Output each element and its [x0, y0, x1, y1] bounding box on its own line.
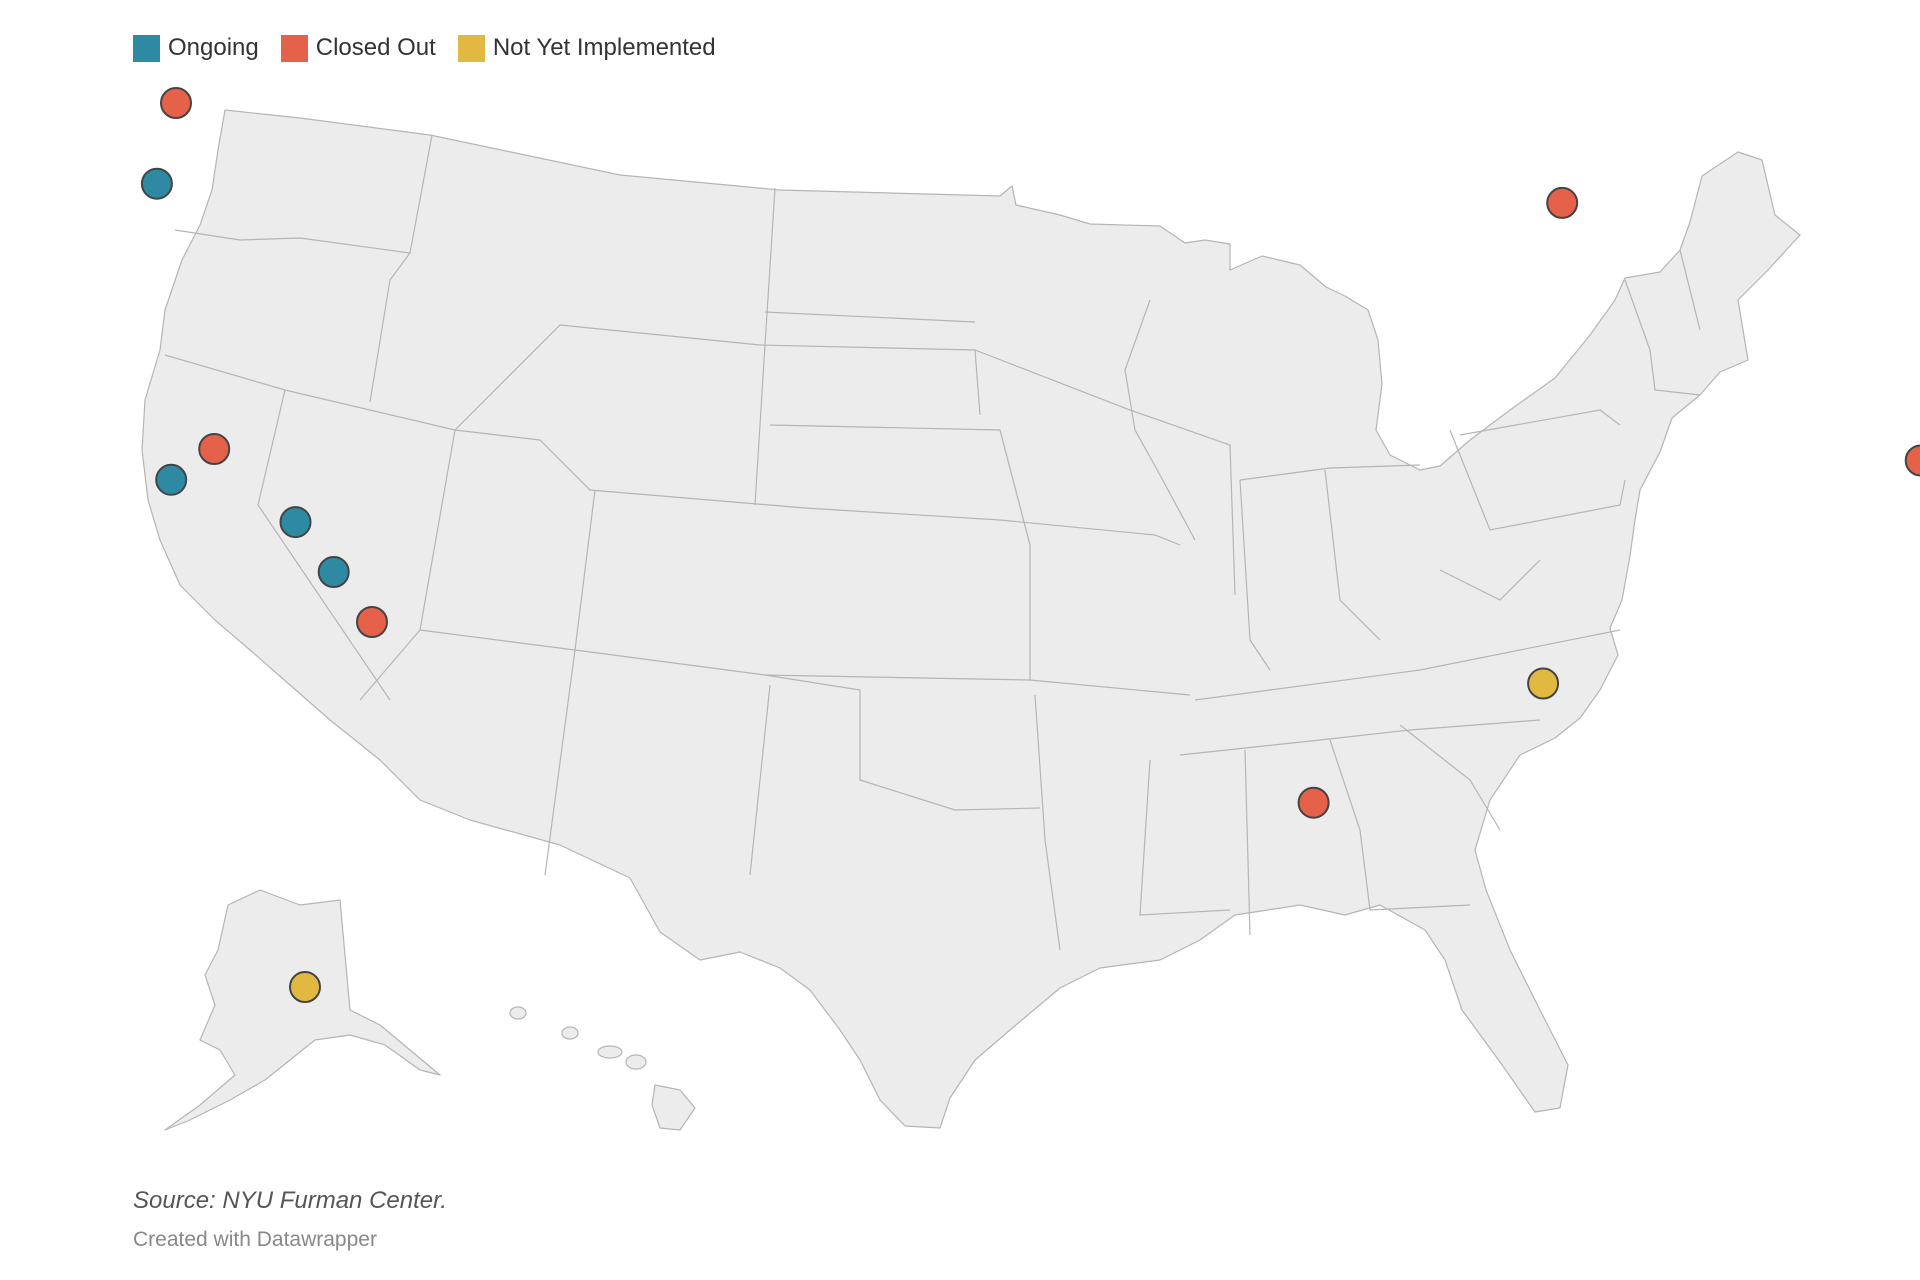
border-nd-sd: [764, 311, 976, 323]
legend-item-closed-out[interactable]: Closed Out: [280, 34, 436, 62]
map-land: [141, 109, 1801, 1131]
border-az-nm: [749, 684, 771, 876]
border-al-ga: [1329, 739, 1471, 911]
border-wa-or: [174, 229, 411, 254]
border-ms-al: [1244, 749, 1251, 936]
border-ky-tn: [1194, 629, 1621, 701]
map-marker-portland-or[interactable]: [140, 167, 173, 200]
border-vt-nh: [1679, 249, 1701, 331]
source-note: Source: NYU Furman Center.: [133, 1187, 447, 1214]
map-marker-minneapolis-mn[interactable]: [1546, 186, 1579, 219]
legend-label-not-yet-implemented: Not Yet Implemented: [492, 34, 716, 61]
hawaii-molokai: [597, 1045, 623, 1059]
border-ar-la: [1034, 694, 1061, 951]
contiguous-us-landmass: [141, 109, 1801, 1129]
border-ms: [1139, 759, 1231, 916]
border-ny-pa: [1459, 409, 1621, 436]
map-marker-shreveport-la[interactable]: [1527, 667, 1560, 700]
border-ne-ks: [769, 424, 1031, 680]
border-ca-nv: [257, 389, 391, 701]
border-tn-south: [1179, 719, 1541, 756]
map-marker-seattle-wa[interactable]: [160, 87, 192, 119]
border-wi-il: [1124, 299, 1196, 541]
legend-swatch-closed-out: [280, 34, 308, 62]
hawaii-oahu: [561, 1026, 579, 1040]
us-map-svg: [140, 87, 1920, 1131]
map-marker-los-angeles-ca[interactable]: [356, 606, 388, 638]
map-marker-fresno-ca[interactable]: [279, 506, 312, 539]
border-new-england: [1624, 279, 1701, 396]
us-map: [140, 87, 1920, 1131]
legend-label-ongoing: Ongoing: [168, 34, 259, 61]
border-ia-mo: [999, 519, 1181, 546]
map-marker-bakersfield-ca[interactable]: [317, 556, 350, 588]
map-marker-sacramento-ca[interactable]: [198, 433, 231, 465]
border-in-oh: [1324, 469, 1381, 641]
hawaii-maui: [625, 1054, 647, 1070]
border-tx-ok: [764, 674, 1041, 811]
datawrapper-credit[interactable]: Created with Datawrapper: [133, 1228, 377, 1251]
legend-swatch-not-yet-implemented: [457, 34, 485, 62]
border-mn-wi-ia: [974, 349, 1236, 596]
hawaii-big-island: [651, 1084, 696, 1131]
alaska-landmass: [164, 889, 441, 1131]
border-mi-south: [1239, 464, 1421, 481]
border-wv-va: [1439, 559, 1541, 601]
legend-item-not-yet-implemented[interactable]: Not Yet Implemented: [457, 34, 716, 62]
border-pa: [1449, 429, 1626, 531]
hawaii-kauai: [509, 1006, 527, 1020]
border-wy-north: [454, 324, 761, 431]
legend-label-closed-out: Closed Out: [315, 34, 436, 61]
border-ga-sc: [1399, 724, 1501, 831]
map-marker-san-antonio-tx[interactable]: [1297, 786, 1330, 819]
map-marker-anchorage-ak[interactable]: [289, 971, 321, 1003]
legend: Ongoing Closed Out Not Yet Implemented: [133, 34, 716, 62]
border-or-ca-nv: [164, 354, 541, 441]
legend-swatch-ongoing: [133, 34, 160, 62]
hawaii-islands: [509, 1006, 696, 1131]
map-marker-san-francisco-ca[interactable]: [155, 463, 188, 496]
legend-item-ongoing[interactable]: Ongoing: [133, 34, 259, 62]
border-co-ne: [539, 439, 1001, 521]
map-markers: [140, 87, 1920, 1003]
border-id-west: [369, 134, 433, 403]
border-il-in: [1239, 479, 1271, 671]
state-borders: [164, 134, 1701, 951]
map-marker-louisville-ky[interactable]: [1904, 444, 1920, 477]
